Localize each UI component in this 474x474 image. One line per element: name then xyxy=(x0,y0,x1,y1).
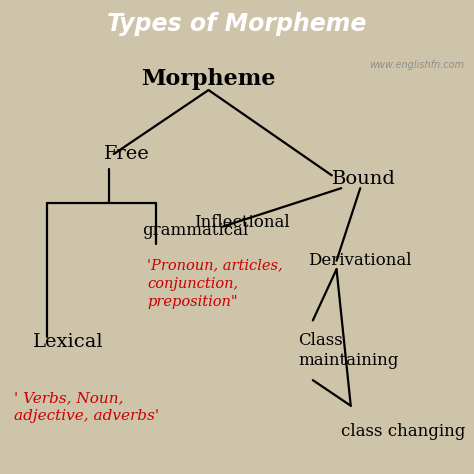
Text: www.englishfn.com: www.englishfn.com xyxy=(369,60,465,70)
Text: Class
maintaining: Class maintaining xyxy=(299,332,399,369)
Text: Inflectional: Inflectional xyxy=(194,214,290,231)
Text: Morpheme: Morpheme xyxy=(141,68,276,90)
Text: 'Pronoun, articles,
conjunction,
preposition": 'Pronoun, articles, conjunction, preposi… xyxy=(147,259,283,310)
Text: grammatical: grammatical xyxy=(142,222,248,239)
Text: class changing: class changing xyxy=(341,423,465,440)
Text: Bound: Bound xyxy=(332,170,396,188)
Text: Derivational: Derivational xyxy=(308,252,411,269)
Text: Free: Free xyxy=(104,145,150,163)
Text: Types of Morpheme: Types of Morpheme xyxy=(107,12,367,36)
Text: ' Verbs, Noun,
adjective, adverbs': ' Verbs, Noun, adjective, adverbs' xyxy=(14,391,159,423)
Text: Lexical: Lexical xyxy=(33,333,104,351)
